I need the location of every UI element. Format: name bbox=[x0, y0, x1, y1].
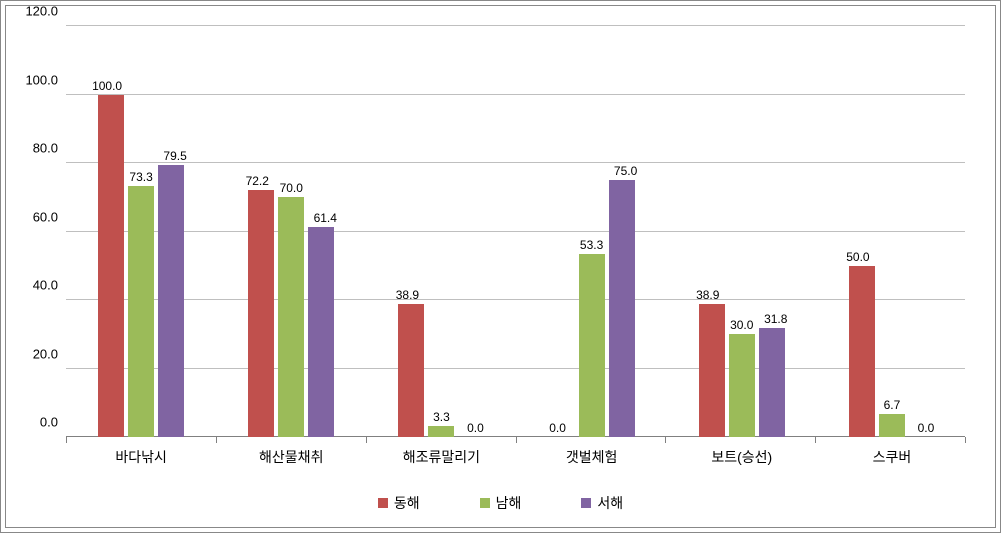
bar-value-label: 50.0 bbox=[846, 250, 869, 264]
bar: 6.7 bbox=[879, 414, 905, 437]
legend-label: 동해 bbox=[394, 493, 420, 513]
y-tick-label: 60.0 bbox=[33, 209, 58, 224]
bar: 38.9 bbox=[699, 304, 725, 437]
bar-value-label: 73.3 bbox=[129, 170, 152, 184]
legend-swatch bbox=[581, 498, 591, 508]
bar-value-label: 31.8 bbox=[764, 312, 787, 326]
grid-line bbox=[66, 94, 965, 95]
x-tick-mark bbox=[216, 437, 217, 443]
x-tick-mark bbox=[665, 437, 666, 443]
x-tick-label: 스쿠버 bbox=[873, 447, 912, 467]
legend-item: 남해 bbox=[480, 493, 522, 513]
legend-swatch bbox=[480, 498, 490, 508]
x-tick-mark bbox=[66, 437, 67, 443]
bar: 75.0 bbox=[609, 180, 635, 437]
grid-line bbox=[66, 231, 965, 232]
bar-value-label: 100.0 bbox=[92, 79, 122, 93]
bar-value-label: 79.5 bbox=[163, 149, 186, 163]
y-tick-label: 100.0 bbox=[25, 72, 58, 87]
legend-item: 서해 bbox=[581, 493, 623, 513]
bar: 50.0 bbox=[849, 266, 875, 437]
bar-value-label: 0.0 bbox=[549, 421, 566, 435]
plot-area: 0.020.040.060.080.0100.0120.0바다낚시100.073… bbox=[66, 26, 965, 437]
bar-value-label: 61.4 bbox=[314, 211, 337, 225]
chart-outer-border: 0.020.040.060.080.0100.0120.0바다낚시100.073… bbox=[0, 0, 1001, 533]
bar-value-label: 38.9 bbox=[696, 288, 719, 302]
x-tick-mark bbox=[516, 437, 517, 443]
x-tick-mark bbox=[965, 437, 966, 443]
bar: 38.9 bbox=[398, 304, 424, 437]
bar-value-label: 38.9 bbox=[396, 288, 419, 302]
bar-value-label: 53.3 bbox=[580, 238, 603, 252]
y-tick-label: 20.0 bbox=[33, 346, 58, 361]
legend-item: 동해 bbox=[378, 493, 420, 513]
bar-value-label: 3.3 bbox=[433, 410, 450, 424]
y-tick-label: 80.0 bbox=[33, 141, 58, 156]
bar-value-label: 70.0 bbox=[280, 181, 303, 195]
chart-inner-border: 0.020.040.060.080.0100.0120.0바다낚시100.073… bbox=[5, 5, 996, 528]
bar: 100.0 bbox=[98, 95, 124, 438]
bar-value-label: 0.0 bbox=[918, 421, 935, 435]
bar: 31.8 bbox=[759, 328, 785, 437]
bar: 79.5 bbox=[158, 165, 184, 437]
x-tick-label: 해조류말리기 bbox=[403, 447, 480, 467]
legend-label: 서해 bbox=[597, 493, 623, 513]
bar: 53.3 bbox=[579, 254, 605, 437]
x-tick-label: 갯벌체험 bbox=[566, 447, 618, 467]
y-tick-label: 0.0 bbox=[40, 415, 58, 430]
legend: 동해 남해 서해 bbox=[6, 493, 995, 513]
bar: 73.3 bbox=[128, 186, 154, 437]
x-tick-mark bbox=[815, 437, 816, 443]
bar: 70.0 bbox=[278, 197, 304, 437]
x-tick-label: 보트(승선) bbox=[711, 447, 772, 467]
x-tick-mark bbox=[366, 437, 367, 443]
legend-label: 남해 bbox=[496, 493, 522, 513]
bar-value-label: 30.0 bbox=[730, 318, 753, 332]
legend-swatch bbox=[378, 498, 388, 508]
bar-value-label: 6.7 bbox=[884, 398, 901, 412]
y-tick-label: 40.0 bbox=[33, 278, 58, 293]
x-tick-label: 해산물채취 bbox=[259, 447, 323, 467]
y-tick-label: 120.0 bbox=[25, 4, 58, 19]
bar: 3.3 bbox=[428, 426, 454, 437]
bar-value-label: 75.0 bbox=[614, 164, 637, 178]
grid-line bbox=[66, 25, 965, 26]
bar: 72.2 bbox=[248, 190, 274, 437]
grid-line bbox=[66, 299, 965, 300]
grid-line bbox=[66, 162, 965, 163]
bar-value-label: 0.0 bbox=[467, 421, 484, 435]
grid-line bbox=[66, 368, 965, 369]
bar: 61.4 bbox=[308, 227, 334, 437]
bar-value-label: 72.2 bbox=[246, 174, 269, 188]
x-tick-label: 바다낚시 bbox=[115, 447, 167, 467]
bar: 30.0 bbox=[729, 334, 755, 437]
